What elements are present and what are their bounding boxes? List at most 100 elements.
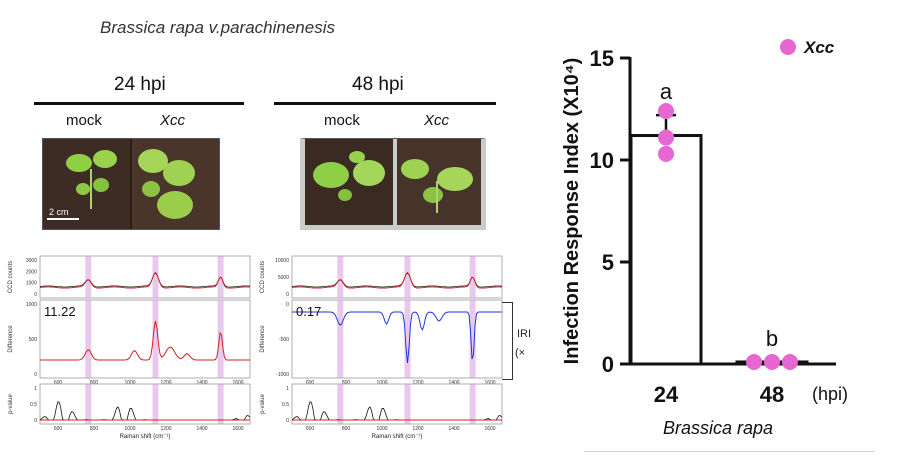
y-tick-label: 500 [29,337,38,343]
y-tick-label: 0 [286,292,289,298]
spectra-panels: CCD counts300020001000060080010001200140… [8,255,503,440]
row-label: p-value [260,394,266,414]
x-tick-label: 800 [342,380,351,386]
data-point [658,129,674,146]
peak-highlight-band [152,384,159,424]
peak-highlight-band [469,384,476,424]
peak-highlight-band [337,256,344,298]
difference-spectrum-line [40,320,250,361]
x-tick-label: 24 [654,382,679,407]
y-tick-label: 10 [590,148,614,173]
y-tick-label: 2000 [26,269,37,275]
spectrum-frame [291,255,503,299]
spectrum-frame [39,383,251,425]
y-tick-label: -500 [279,337,289,343]
xcc-spectrum-line [291,271,503,289]
peak-highlight-band [404,384,411,424]
x-tick-label: 1200 [412,380,423,386]
seedlings-48-icon [305,139,481,225]
scale-bar-label: 2 cm [49,207,69,217]
data-point [658,103,674,120]
species-title: Brassica rapa v.parachinenesis [100,18,335,37]
raman-shift-axis-label: Raman shift (cm⁻¹) [120,434,171,440]
data-point [764,353,780,370]
mock-label-24: mock [66,112,102,129]
mock-label-48: mock [324,112,360,129]
x-tick-label: 1200 [160,380,171,386]
x-tick-label: 600 [306,380,315,386]
x-tick-label: 600 [54,380,63,386]
iri-label: IRI [517,328,532,340]
peak-highlight-band [404,300,411,378]
row-label: Difference [260,325,266,353]
mock-spectrum-line [39,272,250,288]
spectrum-frame [291,299,503,379]
x-tick-label: 800 [342,426,351,432]
significance-label: b [766,326,778,351]
data-point [658,145,674,162]
y-tick-label: 5000 [278,275,289,281]
data-point [746,353,762,370]
peak-highlight-band [404,256,411,298]
mock-spectrum-line [291,272,502,288]
data-point [782,353,798,370]
x-axis-label: Brassica rapa [663,418,773,438]
x-tick-label: 800 [90,380,99,386]
y-tick-label: -1000 [276,372,289,378]
x-tick-label: 600 [54,426,63,432]
row-label: CCD counts [8,261,14,293]
spectrum-frame [39,255,251,299]
photo-24hpi: 2 cm [42,138,220,230]
infection-response-chart: 0 5 10 15 Infection Response Index (X10⁴) a 24… [561,38,848,438]
header-rule-48 [274,102,496,105]
legend-marker [780,39,796,55]
y-tick-label: 5 [602,250,614,275]
peak-highlight-band [469,300,476,378]
row-label: Difference [8,325,14,353]
x-unit-label: (hpi) [812,384,848,404]
difference-spectrum-line [292,311,502,364]
y-axis-label: Infection Response Index (X10⁴) [561,58,583,365]
peak-highlight-band [152,300,159,378]
bottom-divider [584,451,874,452]
y-tick-label: 1000 [26,302,37,308]
xcc-spectrum-line [39,271,251,289]
x-tick-label: 1200 [160,426,171,432]
y-tick-label: 0.5 [282,402,289,408]
peak-highlight-band [152,256,159,298]
legend-label: Xcc [803,38,835,57]
peak-highlight-band [337,300,344,378]
x-tick-label: 1400 [196,380,207,386]
row-label: CCD counts [260,261,266,293]
y-tick-label: 0 [286,302,289,308]
x-tick-label: 600 [306,426,315,432]
x-tick-label: 1600 [232,380,243,386]
iri-value-label: 11.22 [44,304,76,319]
significance-label: a [660,79,673,104]
xcc-label-48: Xcc [424,112,450,129]
y-tick-label: 0 [34,292,37,298]
peak-highlight-band [337,384,344,424]
row-label: p-value [8,394,14,414]
x-tick-label: 1400 [448,380,459,386]
y-tick-label: 0 [602,352,614,377]
x-tick-label: 1400 [448,426,459,432]
peak-highlight-band [217,300,224,378]
spectrum-frame [291,383,503,425]
y-tick-label: 1 [34,386,37,392]
x-tick-label: 1600 [484,380,495,386]
y-tick-label: 1000 [26,281,37,287]
y-tick-label: 0 [286,418,289,424]
time-label-24: 24 hpi [114,74,166,95]
time-label-48: 48 hpi [352,74,404,95]
y-tick-label: 1 [286,386,289,392]
header-rule-24 [34,102,244,105]
x-tick-label: 1600 [232,426,243,432]
x-tick-label: 1000 [376,426,387,432]
peak-highlight-band [85,384,92,424]
y-tick-label: 0.5 [30,402,37,408]
x-tick-label: 1000 [124,380,135,386]
x-tick-label: 1600 [484,426,495,432]
x-tick-label: 1200 [412,426,423,432]
y-tick-label: 10000 [275,258,289,264]
